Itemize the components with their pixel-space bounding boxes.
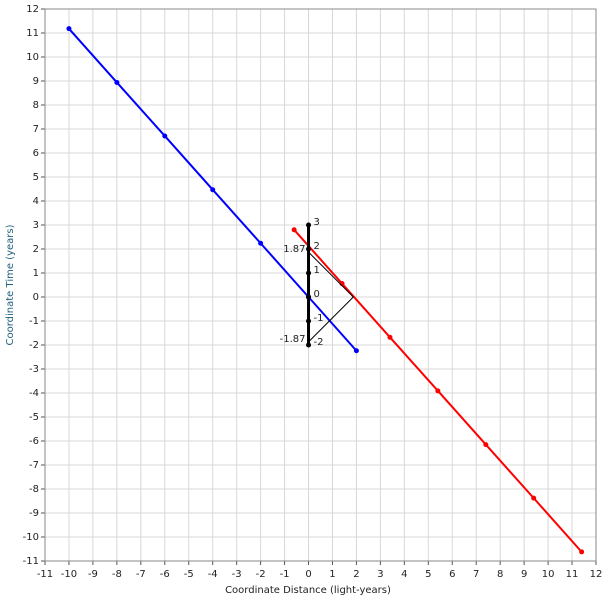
data-point <box>306 318 312 324</box>
x-tick-label: 12 <box>590 569 603 580</box>
y-tick-label: -4 <box>29 388 39 399</box>
x-tick-label: -4 <box>208 569 218 580</box>
x-tick-label: -11 <box>37 569 53 580</box>
x-tick-label: -5 <box>184 569 194 580</box>
x-tick-label: -3 <box>232 569 242 580</box>
x-tick-label: -9 <box>88 569 98 580</box>
x-tick-label: 5 <box>425 569 431 580</box>
y-tick-label: -11 <box>23 556 39 567</box>
data-point <box>114 79 120 85</box>
data-point <box>66 26 72 32</box>
x-tick-label: 9 <box>521 569 527 580</box>
data-point <box>353 348 359 354</box>
point-label: 2 <box>314 241 320 252</box>
point-label: 1 <box>314 265 320 276</box>
x-tick-label: 10 <box>542 569 555 580</box>
y-tick-label: 9 <box>33 76 39 87</box>
data-point <box>306 222 312 228</box>
x-tick-label: 4 <box>401 569 407 580</box>
y-tick-label: -2 <box>29 340 39 351</box>
x-tick-label: 8 <box>497 569 503 580</box>
point-label: -2 <box>314 337 324 348</box>
data-point <box>483 442 489 448</box>
x-tick-label: 6 <box>449 569 455 580</box>
data-point <box>210 187 216 193</box>
data-point <box>531 495 537 501</box>
annotation: 1.87 <box>283 244 305 255</box>
y-tick-label: -8 <box>29 484 39 495</box>
data-point <box>291 227 297 233</box>
data-point <box>306 342 312 348</box>
point-label: -1 <box>314 313 324 324</box>
y-tick-label: 0 <box>33 292 39 303</box>
y-tick-label: -6 <box>29 436 39 447</box>
y-tick-label: -1 <box>29 316 39 327</box>
y-tick-label: 4 <box>33 196 39 207</box>
point-label: 3 <box>314 217 320 228</box>
data-point <box>258 240 264 246</box>
data-point <box>306 246 312 252</box>
data-point <box>306 294 312 300</box>
x-tick-label: 11 <box>566 569 579 580</box>
point-label: 0 <box>314 289 320 300</box>
y-tick-label: 1 <box>33 268 39 279</box>
y-tick-label: 7 <box>33 124 39 135</box>
y-tick-label: 11 <box>26 28 39 39</box>
y-tick-label: -3 <box>29 364 39 375</box>
y-tick-label: 10 <box>26 52 39 63</box>
x-tick-label: -8 <box>112 569 122 580</box>
x-tick-label: 1 <box>329 569 335 580</box>
y-tick-label: 6 <box>33 148 39 159</box>
y-tick-label: 3 <box>33 220 39 231</box>
y-tick-label: 5 <box>33 172 39 183</box>
x-tick-label: 0 <box>305 569 311 580</box>
data-point <box>579 549 585 555</box>
y-tick-label: -5 <box>29 412 39 423</box>
y-tick-label: 12 <box>26 4 39 15</box>
x-tick-label: -7 <box>136 569 146 580</box>
y-tick-label: 2 <box>33 244 39 255</box>
y-tick-label: 8 <box>33 100 39 111</box>
y-tick-label: -7 <box>29 460 39 471</box>
series-line <box>308 251 355 343</box>
y-tick-label: -10 <box>23 532 39 543</box>
data-point <box>306 270 312 276</box>
plot-frame <box>44 8 597 562</box>
x-tick-label: -10 <box>61 569 77 580</box>
x-tick-label: 3 <box>377 569 383 580</box>
data-point <box>162 133 168 139</box>
annotation: -1.87 <box>280 334 306 345</box>
y-tick-label: -9 <box>29 508 39 519</box>
data-point <box>435 388 441 394</box>
x-tick-label: 2 <box>353 569 359 580</box>
x-tick-label: 7 <box>473 569 479 580</box>
x-tick-label: -6 <box>160 569 170 580</box>
y-axis-title: Coordinate Time (years) <box>5 224 16 345</box>
data-point <box>387 334 393 340</box>
x-tick-label: -1 <box>280 569 290 580</box>
x-axis-title: Coordinate Distance (light-years) <box>225 585 391 596</box>
x-tick-label: -2 <box>256 569 266 580</box>
